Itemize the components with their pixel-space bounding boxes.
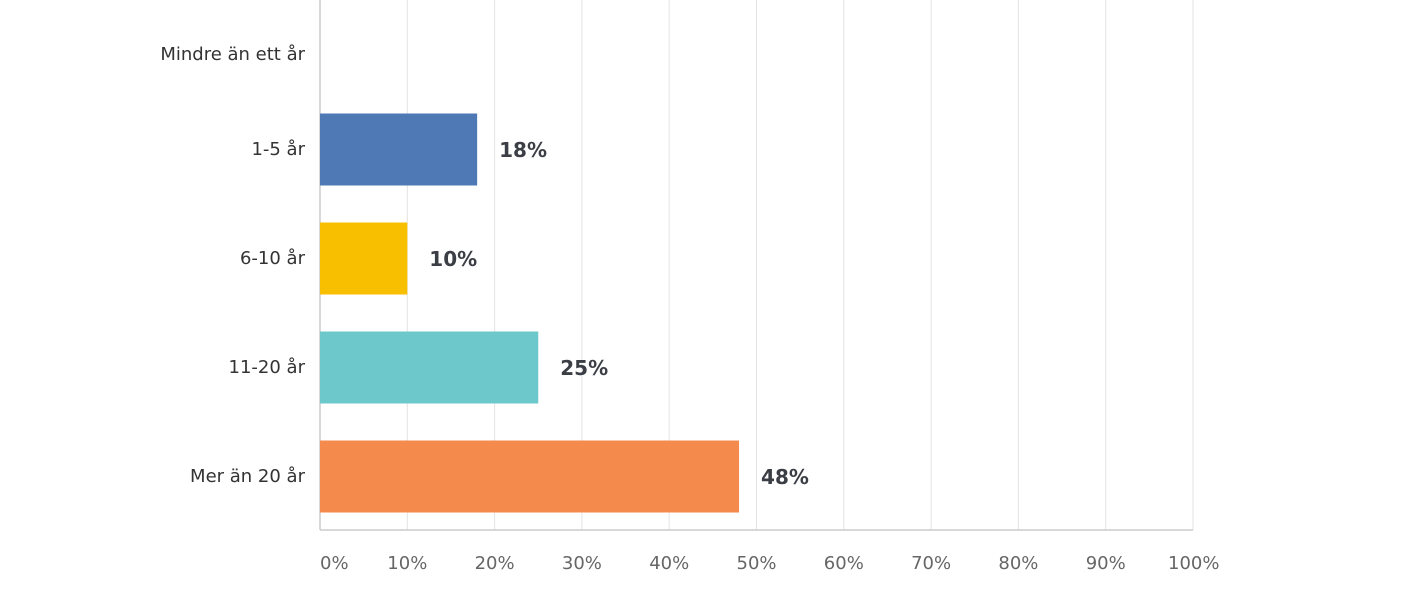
value-label: 18% [499, 138, 547, 162]
value-label: 10% [429, 247, 477, 271]
x-tick-label: 70% [911, 553, 951, 574]
bar [320, 440, 740, 513]
bar [320, 222, 408, 295]
category-label: 11-20 år [228, 356, 305, 378]
bar [320, 331, 539, 404]
x-tick-label: 90% [1086, 553, 1126, 574]
x-tick-label: 10% [387, 553, 427, 574]
category-label: Mer än 20 år [190, 465, 305, 487]
bar [320, 113, 478, 186]
value-label: 48% [761, 465, 809, 489]
value-label: 25% [560, 356, 608, 380]
x-tick-label: 50% [737, 553, 777, 574]
category-label: 6-10 år [239, 247, 305, 269]
category-label: Mindre än ett år [160, 43, 305, 65]
x-tick-label: 40% [649, 553, 689, 574]
category-label: 1-5 år [251, 138, 305, 160]
x-tick-label: 60% [824, 553, 864, 574]
x-tick-label: 20% [475, 553, 515, 574]
x-tick-label: 30% [562, 553, 602, 574]
x-tick-label: 0% [320, 553, 349, 574]
x-tick-label: 100% [1168, 553, 1219, 574]
x-tick-label: 80% [998, 553, 1038, 574]
